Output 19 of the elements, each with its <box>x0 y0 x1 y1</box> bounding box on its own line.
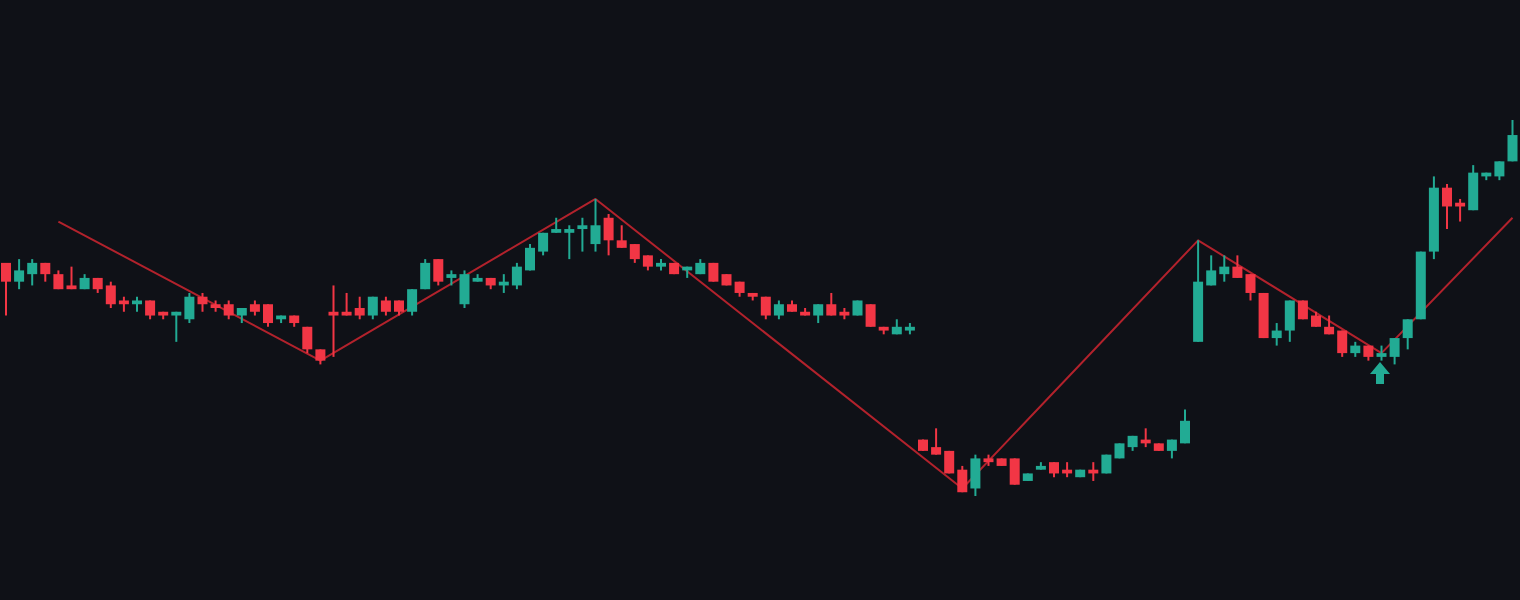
candlestick <box>302 325 313 355</box>
candlestick <box>433 258 444 287</box>
candlestick <box>1402 318 1413 351</box>
candlestick <box>773 299 784 321</box>
candlestick <box>1245 273 1256 302</box>
candlestick <box>1507 119 1518 163</box>
candlestick <box>1232 254 1243 279</box>
candlestick <box>970 453 981 497</box>
candlestick <box>420 258 431 291</box>
candlestick <box>1284 299 1295 343</box>
candlestick <box>865 303 876 328</box>
candlestick <box>407 288 418 317</box>
candlestick <box>1 261 11 317</box>
candlestick <box>603 213 614 257</box>
candlestick <box>1271 322 1282 347</box>
candlestick <box>577 216 588 253</box>
candlestick <box>197 291 208 313</box>
candlestick <box>590 197 601 253</box>
candlestick <box>813 303 824 325</box>
